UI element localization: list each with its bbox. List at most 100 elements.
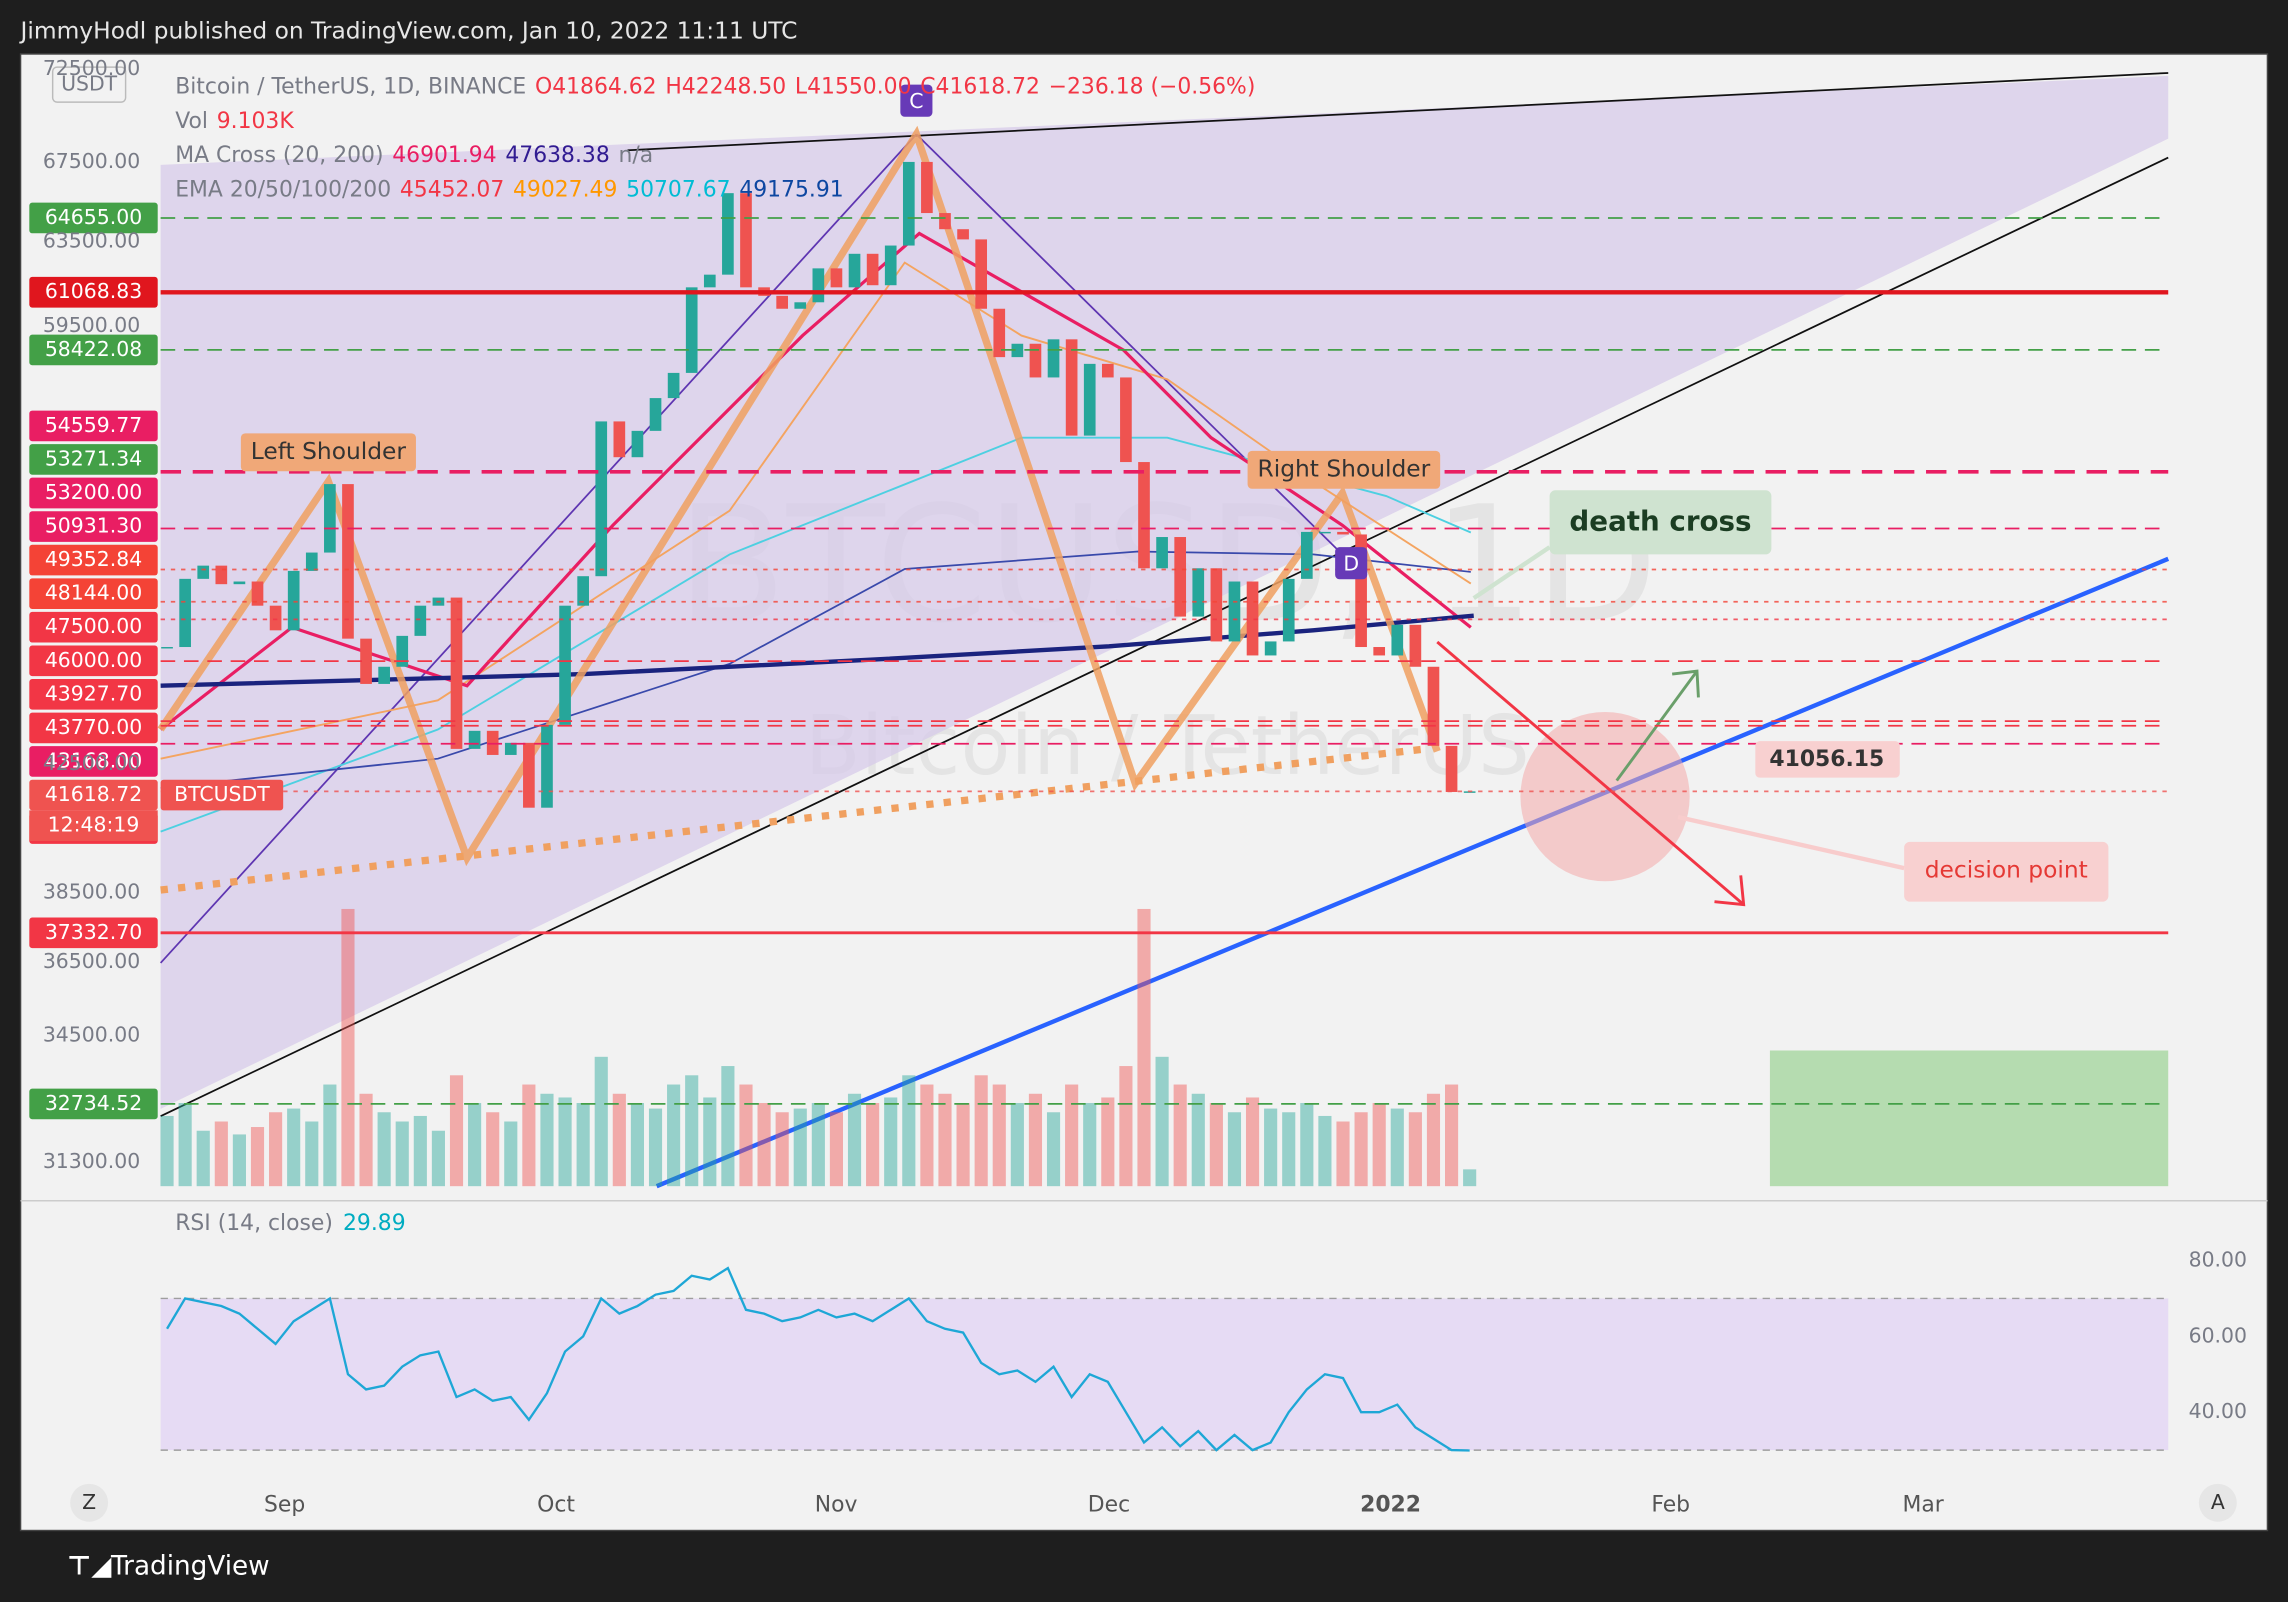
volume-bar	[775, 1112, 789, 1187]
candle	[378, 666, 390, 684]
candle	[703, 274, 716, 288]
x-tick-label: Sep	[264, 1493, 305, 1518]
button-label[interactable]: Z	[82, 1490, 96, 1514]
volume-bar	[1191, 1093, 1205, 1187]
candle	[1228, 581, 1241, 642]
rsi-tick-label: 40.00	[2189, 1399, 2247, 1423]
volume-bar	[594, 1056, 608, 1187]
volume-bar	[1209, 1103, 1223, 1187]
candle	[1391, 624, 1404, 656]
rsi-band	[160, 1298, 2169, 1451]
point-c: C	[909, 89, 923, 113]
candle	[1083, 363, 1096, 436]
currency-box	[51, 66, 127, 103]
candle	[1355, 534, 1367, 648]
volume-bar	[1046, 1112, 1061, 1187]
button[interactable]	[2198, 1483, 2237, 1522]
death-cross: death cross	[1569, 504, 1751, 537]
candle	[342, 484, 354, 639]
volume-bar	[685, 1075, 699, 1187]
price-tag	[29, 712, 158, 744]
volume-bar	[847, 1093, 862, 1187]
x-tick-label: Dec	[1088, 1493, 1130, 1518]
price-tag-label: 54559.77	[45, 413, 142, 437]
callout-pointer	[1677, 814, 1905, 871]
price-tag	[29, 645, 158, 677]
time-axis: Sep Oct Nov Dec 2022 Feb Mar	[264, 1493, 1944, 1518]
x-tick-label: Oct	[537, 1493, 575, 1518]
legend-item: H42248.50	[665, 75, 786, 100]
candle	[1065, 339, 1078, 436]
candle	[504, 742, 517, 755]
candle	[1192, 568, 1205, 617]
price-tag-label: 50931.30	[45, 514, 142, 538]
purple-line	[915, 133, 1352, 564]
price-tag	[29, 578, 158, 609]
badge	[900, 84, 933, 117]
candle	[1319, 531, 1331, 534]
candle	[631, 430, 644, 458]
price-tag	[29, 544, 158, 576]
volume-bar	[178, 1103, 192, 1187]
currency: USDT	[61, 72, 118, 96]
label-box	[1247, 450, 1441, 489]
annotations: Left Shoulder Right Shoulder death cross…	[240, 84, 2109, 902]
volume-bar	[1137, 908, 1151, 1187]
button[interactable]	[70, 1483, 109, 1522]
price-tag	[29, 202, 158, 234]
rsi-tick-label: 80.00	[2189, 1248, 2247, 1272]
volume-bar	[196, 1130, 210, 1187]
price-tag-label: 53271.34	[45, 446, 142, 470]
candle	[1029, 343, 1042, 378]
legend-item: 45452.07	[400, 177, 504, 202]
price-tag-label: 43168.00	[45, 748, 142, 772]
volume-bar	[232, 1134, 246, 1187]
price-tag-label: 43770.00	[45, 715, 142, 739]
price-tag	[29, 477, 158, 509]
x-tick-label: 2022	[1360, 1493, 1421, 1518]
countdown: 12:48:19	[48, 813, 140, 837]
volume-bar	[305, 1121, 319, 1187]
zigzag	[157, 125, 1441, 867]
volume-bar	[920, 1084, 934, 1187]
volume-bar	[1318, 1115, 1332, 1187]
candle	[667, 372, 680, 399]
legend-row: Vol 9.103K	[175, 109, 294, 134]
legend-item: MA Cross (20, 200)	[175, 143, 383, 168]
right-shoulder: Right Shoulder	[1258, 454, 1431, 482]
y-tick-label: 36500.00	[43, 949, 140, 973]
candle	[1156, 537, 1168, 569]
price-tag	[29, 276, 158, 308]
candle	[613, 421, 626, 458]
volume-bar	[323, 1084, 337, 1187]
price-tag	[29, 611, 158, 643]
volume-bar	[522, 1084, 536, 1187]
volume-bar	[1173, 1084, 1187, 1187]
y-tick-label: 63500.00	[43, 228, 140, 252]
volume-bar	[829, 1112, 844, 1187]
trendline	[655, 556, 2170, 1189]
down-arrow-head	[1714, 875, 1746, 907]
price-tag	[29, 679, 158, 710]
button-label[interactable]: A	[2211, 1490, 2225, 1514]
volume-bar	[703, 1097, 717, 1187]
legend-item: EMA 20/50/100/200	[175, 177, 391, 202]
price-tag	[29, 746, 158, 777]
brand: TradingView	[110, 1551, 270, 1581]
candle	[866, 253, 879, 286]
logo-mark: ⊤◢	[67, 1551, 112, 1581]
legend-item: 46901.94	[392, 143, 496, 168]
volume-bar	[1390, 1108, 1404, 1187]
price-tag-label: 32734.52	[45, 1091, 142, 1115]
candle	[1047, 339, 1060, 378]
price-tag-label: 41618.72	[45, 782, 142, 806]
header: JimmyHodl published on TradingView.com, …	[19, 17, 798, 45]
legend-item: Vol	[175, 109, 208, 134]
symbol-tag	[160, 779, 284, 811]
candle	[559, 605, 571, 725]
candle	[305, 552, 318, 571]
volume-bar	[377, 1112, 391, 1187]
volume-bar	[956, 1103, 970, 1187]
volume-bar	[630, 1103, 644, 1187]
volume-bar	[992, 1084, 1006, 1187]
